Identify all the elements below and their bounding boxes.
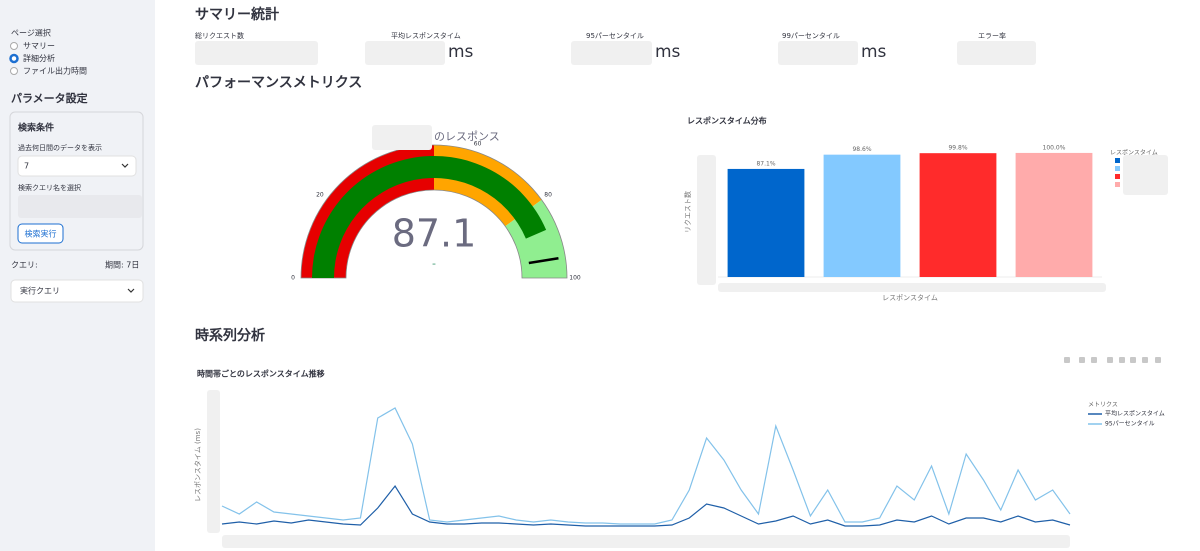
toolbar-icon[interactable] <box>1119 357 1125 363</box>
data-label: 100.0% <box>1043 144 1066 151</box>
select-value: 7 <box>24 162 29 171</box>
gauge-tick-label: 20 <box>316 192 324 199</box>
toolbar-icon[interactable] <box>1107 357 1113 363</box>
radio[interactable] <box>9 53 19 64</box>
label: ページ選択 <box>11 28 51 38</box>
toolbar-icon[interactable] <box>1155 357 1161 363</box>
line-series <box>221 484 1071 527</box>
chart-title: 時間帯ごとのレスポンスタイム推移 <box>197 369 325 379</box>
chart-title: レスポンスタイム分布 <box>687 116 767 126</box>
label: 過去何日間のデータを表示 <box>18 143 102 152</box>
redacted <box>195 41 318 65</box>
toolbar-icon[interactable] <box>1091 357 1097 363</box>
heading: サマリー統計 <box>195 6 279 23</box>
label: 検索クエリ名を選択 <box>18 183 81 192</box>
redacted <box>18 195 142 218</box>
gauge-tick-label: 60 <box>474 140 482 147</box>
chevron <box>127 288 135 293</box>
metric-label: 平均レスポンスタイム <box>391 31 461 40</box>
toolbar-icon[interactable] <box>1079 357 1085 363</box>
redacted <box>571 41 652 65</box>
redacted <box>718 283 1106 292</box>
data-label: 99.8% <box>948 145 967 152</box>
label: 期間: 7日 <box>105 261 139 270</box>
redacted <box>372 125 432 150</box>
gauge-title: のレスポンス <box>434 130 500 143</box>
gauge-tick-label: 80 <box>544 192 552 199</box>
metric-label: エラー率 <box>978 32 1006 40</box>
toolbar-icon[interactable] <box>1130 357 1136 363</box>
metric-unit: ms <box>448 42 474 62</box>
heading: 時系列分析 <box>195 327 265 344</box>
gauge-value: 87.1 <box>392 212 477 256</box>
select[interactable] <box>10 279 144 303</box>
metric-label: 95パーセンタイル <box>586 31 644 40</box>
data-label: 87.1% <box>756 160 775 167</box>
y-axis-label: リクエスト数 <box>683 191 692 233</box>
gauge-tick-label: 100 <box>569 275 581 282</box>
bar <box>823 154 901 277</box>
legend-title: レスポンスタイム <box>1110 149 1158 157</box>
legend-swatch <box>1115 174 1120 179</box>
redacted <box>207 390 220 533</box>
x-axis-label: レスポンスタイム <box>882 293 938 302</box>
bar <box>727 168 805 277</box>
legend-swatch <box>1115 158 1120 163</box>
sidebar <box>0 0 155 551</box>
select[interactable] <box>17 155 137 177</box>
radio[interactable] <box>10 42 18 50</box>
redacted <box>222 535 1070 548</box>
box-title: 検索条件 <box>18 122 54 134</box>
legend-label: 95パーセンタイル <box>1105 420 1155 428</box>
button[interactable] <box>17 223 64 244</box>
gauge-delta: - <box>432 257 436 270</box>
legend-swatch <box>1115 182 1120 187</box>
legend-swatch <box>1115 166 1120 171</box>
gauge-outline <box>300 144 568 279</box>
bar <box>1015 152 1093 277</box>
redacted <box>365 41 445 65</box>
y-axis-label: レスポンスタイム (ms) <box>193 428 202 502</box>
select-value: 実行クエリ <box>20 286 60 296</box>
redacted <box>697 155 716 285</box>
redacted <box>778 41 858 65</box>
data-label: 98.6% <box>852 146 871 153</box>
radio-label: サマリー <box>23 42 55 51</box>
label: クエリ: <box>11 261 38 270</box>
metric-unit: ms <box>861 42 887 62</box>
chevron <box>121 163 129 168</box>
legend-title: メトリクス <box>1088 402 1118 409</box>
gauge-tick-label: 0 <box>291 275 295 282</box>
button-label: 検索実行 <box>25 229 57 239</box>
redacted <box>1123 155 1168 195</box>
redacted <box>957 41 1036 65</box>
radio-label: 詳細分析 <box>23 53 55 63</box>
radio-label: ファイル出力時間 <box>23 66 87 76</box>
gauge-bar <box>312 155 547 278</box>
metric-label: 99パーセンタイル <box>782 31 840 40</box>
metric-unit: ms <box>655 42 681 62</box>
line-series <box>221 407 1071 525</box>
legend-label: 平均レスポンスタイム <box>1105 410 1165 418</box>
toolbar-icon[interactable] <box>1064 357 1070 363</box>
heading: パフォーマンスメトリクス <box>195 75 362 91</box>
toolbar-icon[interactable] <box>1142 357 1148 363</box>
metric-label: 総リクエスト数 <box>195 31 244 40</box>
gauge-threshold <box>528 257 559 265</box>
section-title: パラメータ設定 <box>11 91 88 105</box>
radio[interactable] <box>10 67 18 75</box>
bar <box>919 153 997 277</box>
